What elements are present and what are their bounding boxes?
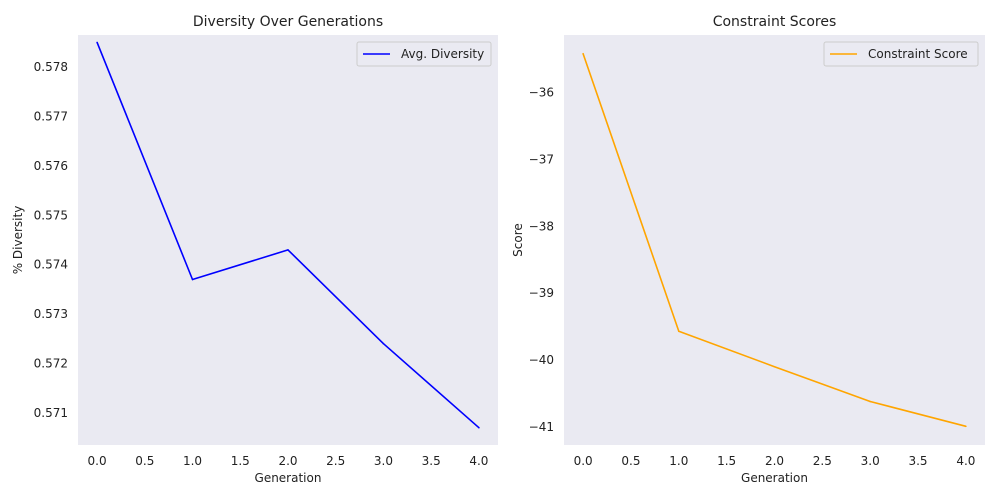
data-point xyxy=(96,41,98,44)
x-tick-label: 0.0 xyxy=(88,454,107,468)
x-tick-label: 1.0 xyxy=(183,454,202,468)
x-tick-label: 1.0 xyxy=(669,454,688,468)
chart-title: Constraint Scores xyxy=(713,14,837,30)
x-tick-label: 3.0 xyxy=(374,454,393,468)
y-tick-label: −37 xyxy=(529,152,554,166)
x-tick-label: 2.0 xyxy=(278,454,297,468)
x-tick-label: 0.5 xyxy=(621,454,640,468)
y-tick-label: −39 xyxy=(529,286,554,300)
data-point xyxy=(678,330,680,333)
legend-label: Constraint Score xyxy=(868,47,968,61)
x-tick-label: 0.5 xyxy=(135,454,154,468)
y-tick-label: 0.571 xyxy=(34,406,68,420)
x-tick-label: 2.0 xyxy=(765,454,784,468)
x-tick-label: 1.5 xyxy=(717,454,736,468)
y-tick-label: −36 xyxy=(529,86,554,100)
x-axis-label: Generation xyxy=(741,471,808,485)
data-point xyxy=(869,400,871,403)
chart-title: Diversity Over Generations xyxy=(193,14,383,30)
diversity-chart-panel: Diversity Over Generations 0.0 0.5 1.0 1.5 2.… xyxy=(11,14,498,485)
x-tick-label: 3.0 xyxy=(861,454,880,468)
data-point xyxy=(478,426,480,429)
data-point xyxy=(287,249,289,251)
legend: Constraint Score xyxy=(823,41,979,67)
data-point xyxy=(191,278,194,281)
plot-area xyxy=(78,35,498,445)
y-axis-label: Score xyxy=(511,223,525,257)
data-point xyxy=(773,365,776,368)
y-tick-label: 0.574 xyxy=(34,258,68,272)
x-tick-label: 2.5 xyxy=(326,454,345,468)
x-tick-label: 2.5 xyxy=(813,454,832,468)
y-tick-label: 0.577 xyxy=(34,110,68,124)
constraint-chart-panel: Constraint Scores 0.0 0.5 1.0 1.5 2.0 2.5 3.0 3.… xyxy=(511,14,985,485)
legend-label: Avg. Diversity xyxy=(401,47,484,61)
y-tick-label: 0.578 xyxy=(34,60,68,74)
y-axis-label: % Diversity xyxy=(11,206,25,275)
x-tick-label: 4.0 xyxy=(956,454,975,468)
y-tick-label: 0.575 xyxy=(34,208,68,222)
y-tick-label: −38 xyxy=(529,219,554,233)
data-point xyxy=(382,342,385,345)
x-tick-label: 3.5 xyxy=(908,454,927,468)
y-tick-label: 0.576 xyxy=(34,159,68,173)
x-axis-label: Generation xyxy=(255,471,322,485)
y-tick-label: −40 xyxy=(529,353,554,367)
legend-box xyxy=(356,41,492,67)
x-tick-label: 3.5 xyxy=(422,454,441,468)
x-tick-label: 1.5 xyxy=(231,454,250,468)
legend: Avg. Diversity xyxy=(356,41,492,67)
x-tick-label: 0.0 xyxy=(574,454,593,468)
x-tick-label: 4.0 xyxy=(469,454,488,468)
legend-box xyxy=(823,41,979,67)
plot-area xyxy=(564,35,985,445)
y-tick-label: −41 xyxy=(529,420,554,434)
data-point xyxy=(582,52,584,55)
y-tick-label: 0.573 xyxy=(34,307,68,321)
data-point xyxy=(965,425,967,428)
y-tick-label: 0.572 xyxy=(34,356,68,370)
